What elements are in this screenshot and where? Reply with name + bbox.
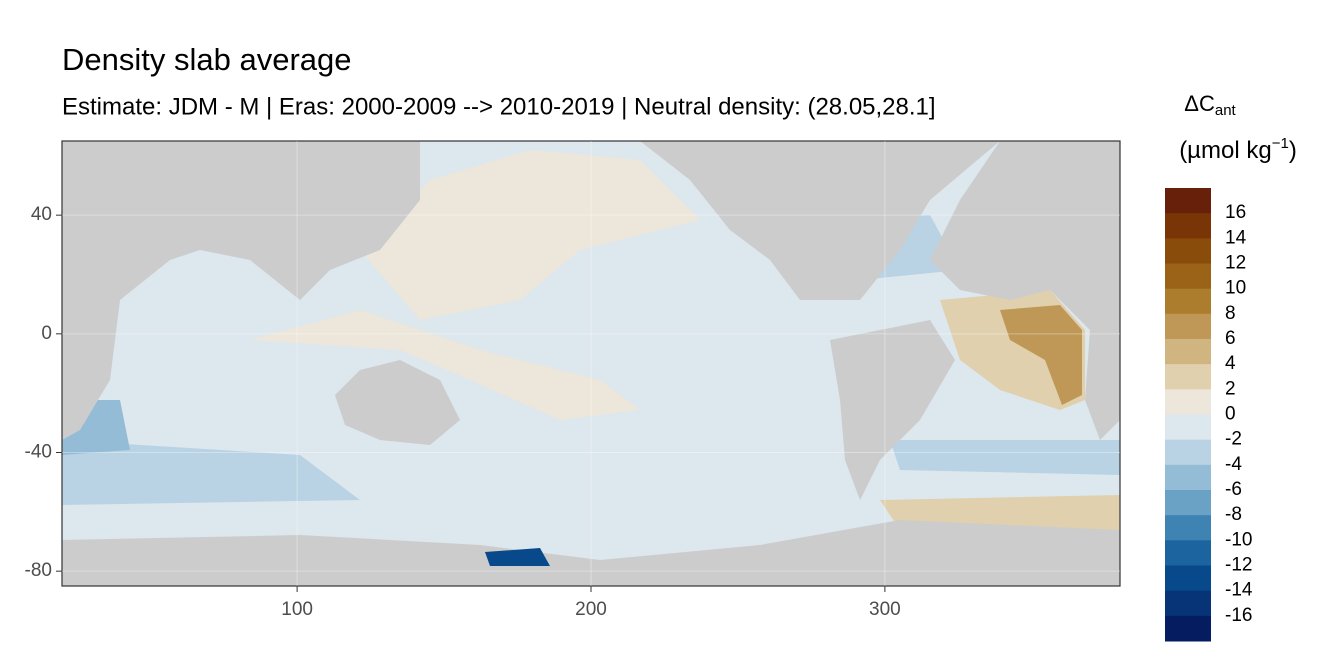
legend-swatch bbox=[1165, 389, 1211, 415]
legend-label: 12 bbox=[1225, 253, 1246, 274]
land bbox=[62, 520, 1120, 586]
legend-label: 14 bbox=[1225, 227, 1247, 248]
land bbox=[62, 141, 420, 440]
legend-swatch bbox=[1165, 464, 1211, 491]
chart-title: Density slab average bbox=[62, 42, 352, 77]
legend-label: 10 bbox=[1225, 278, 1246, 299]
legend-swatch bbox=[1165, 188, 1211, 214]
y-tick-label: 40 bbox=[31, 204, 52, 225]
x-tick-label: 300 bbox=[869, 599, 901, 620]
legend-label: -12 bbox=[1225, 555, 1252, 576]
legend-title-main: ΔC bbox=[1184, 91, 1215, 116]
legend-label: 16 bbox=[1225, 202, 1246, 223]
legend-swatch bbox=[1165, 288, 1211, 315]
y-tick-label: 0 bbox=[41, 323, 52, 344]
legend-swatch bbox=[1165, 263, 1211, 290]
legend-swatch bbox=[1165, 339, 1211, 365]
legend-label: -14 bbox=[1225, 580, 1253, 601]
y-tick-label: -40 bbox=[25, 442, 52, 463]
legend-swatch bbox=[1165, 615, 1211, 642]
x-tick-label: 100 bbox=[281, 599, 313, 620]
atlantic-south bbox=[890, 440, 1120, 475]
legend-label: -16 bbox=[1225, 605, 1252, 626]
legend-swatch bbox=[1165, 238, 1211, 264]
legend-label: -8 bbox=[1225, 504, 1242, 525]
north-pacific bbox=[360, 150, 700, 320]
y-tick-label: -80 bbox=[25, 560, 52, 581]
legend-swatch bbox=[1165, 439, 1211, 466]
legend-label: 4 bbox=[1225, 353, 1236, 374]
legend-title-sub: ant bbox=[1215, 102, 1237, 119]
atlantic-brown bbox=[1000, 305, 1082, 405]
legend-label: 8 bbox=[1225, 303, 1236, 324]
land bbox=[640, 141, 1000, 300]
legend-unit-main: (µmol kg bbox=[1179, 137, 1272, 164]
legend-swatch bbox=[1165, 590, 1211, 617]
legend-title: ΔCant bbox=[1184, 91, 1236, 119]
legend-unit: (µmol kg−1) bbox=[1179, 135, 1297, 164]
legend-swatch bbox=[1165, 540, 1211, 566]
land bbox=[830, 320, 955, 500]
southern-band bbox=[62, 440, 360, 505]
legend-swatch bbox=[1165, 414, 1211, 441]
legend-label: -10 bbox=[1225, 529, 1252, 550]
land bbox=[930, 141, 1120, 440]
ross-dark bbox=[485, 548, 550, 566]
legend-label: 2 bbox=[1225, 378, 1236, 399]
legend-label: -4 bbox=[1225, 454, 1242, 475]
equatorial bbox=[250, 310, 640, 420]
legend-label: 6 bbox=[1225, 328, 1236, 349]
x-tick-label: 200 bbox=[575, 599, 607, 620]
legend-label: -6 bbox=[1225, 479, 1242, 500]
land bbox=[335, 360, 460, 445]
chart-subtitle: Estimate: JDM - M | Eras: 2000-2009 --> … bbox=[62, 93, 936, 120]
legend-unit-close: ) bbox=[1289, 137, 1297, 164]
legend-swatch bbox=[1165, 213, 1211, 239]
legend-label: 0 bbox=[1225, 404, 1236, 425]
legend-unit-sup: −1 bbox=[1272, 135, 1289, 152]
map bbox=[62, 141, 1120, 586]
legend-swatch bbox=[1165, 313, 1211, 340]
legend-swatch bbox=[1165, 490, 1211, 516]
legend-swatch bbox=[1165, 515, 1211, 541]
legend-swatch bbox=[1165, 364, 1211, 390]
legend-swatch bbox=[1165, 565, 1211, 592]
legend-label: -2 bbox=[1225, 429, 1242, 450]
